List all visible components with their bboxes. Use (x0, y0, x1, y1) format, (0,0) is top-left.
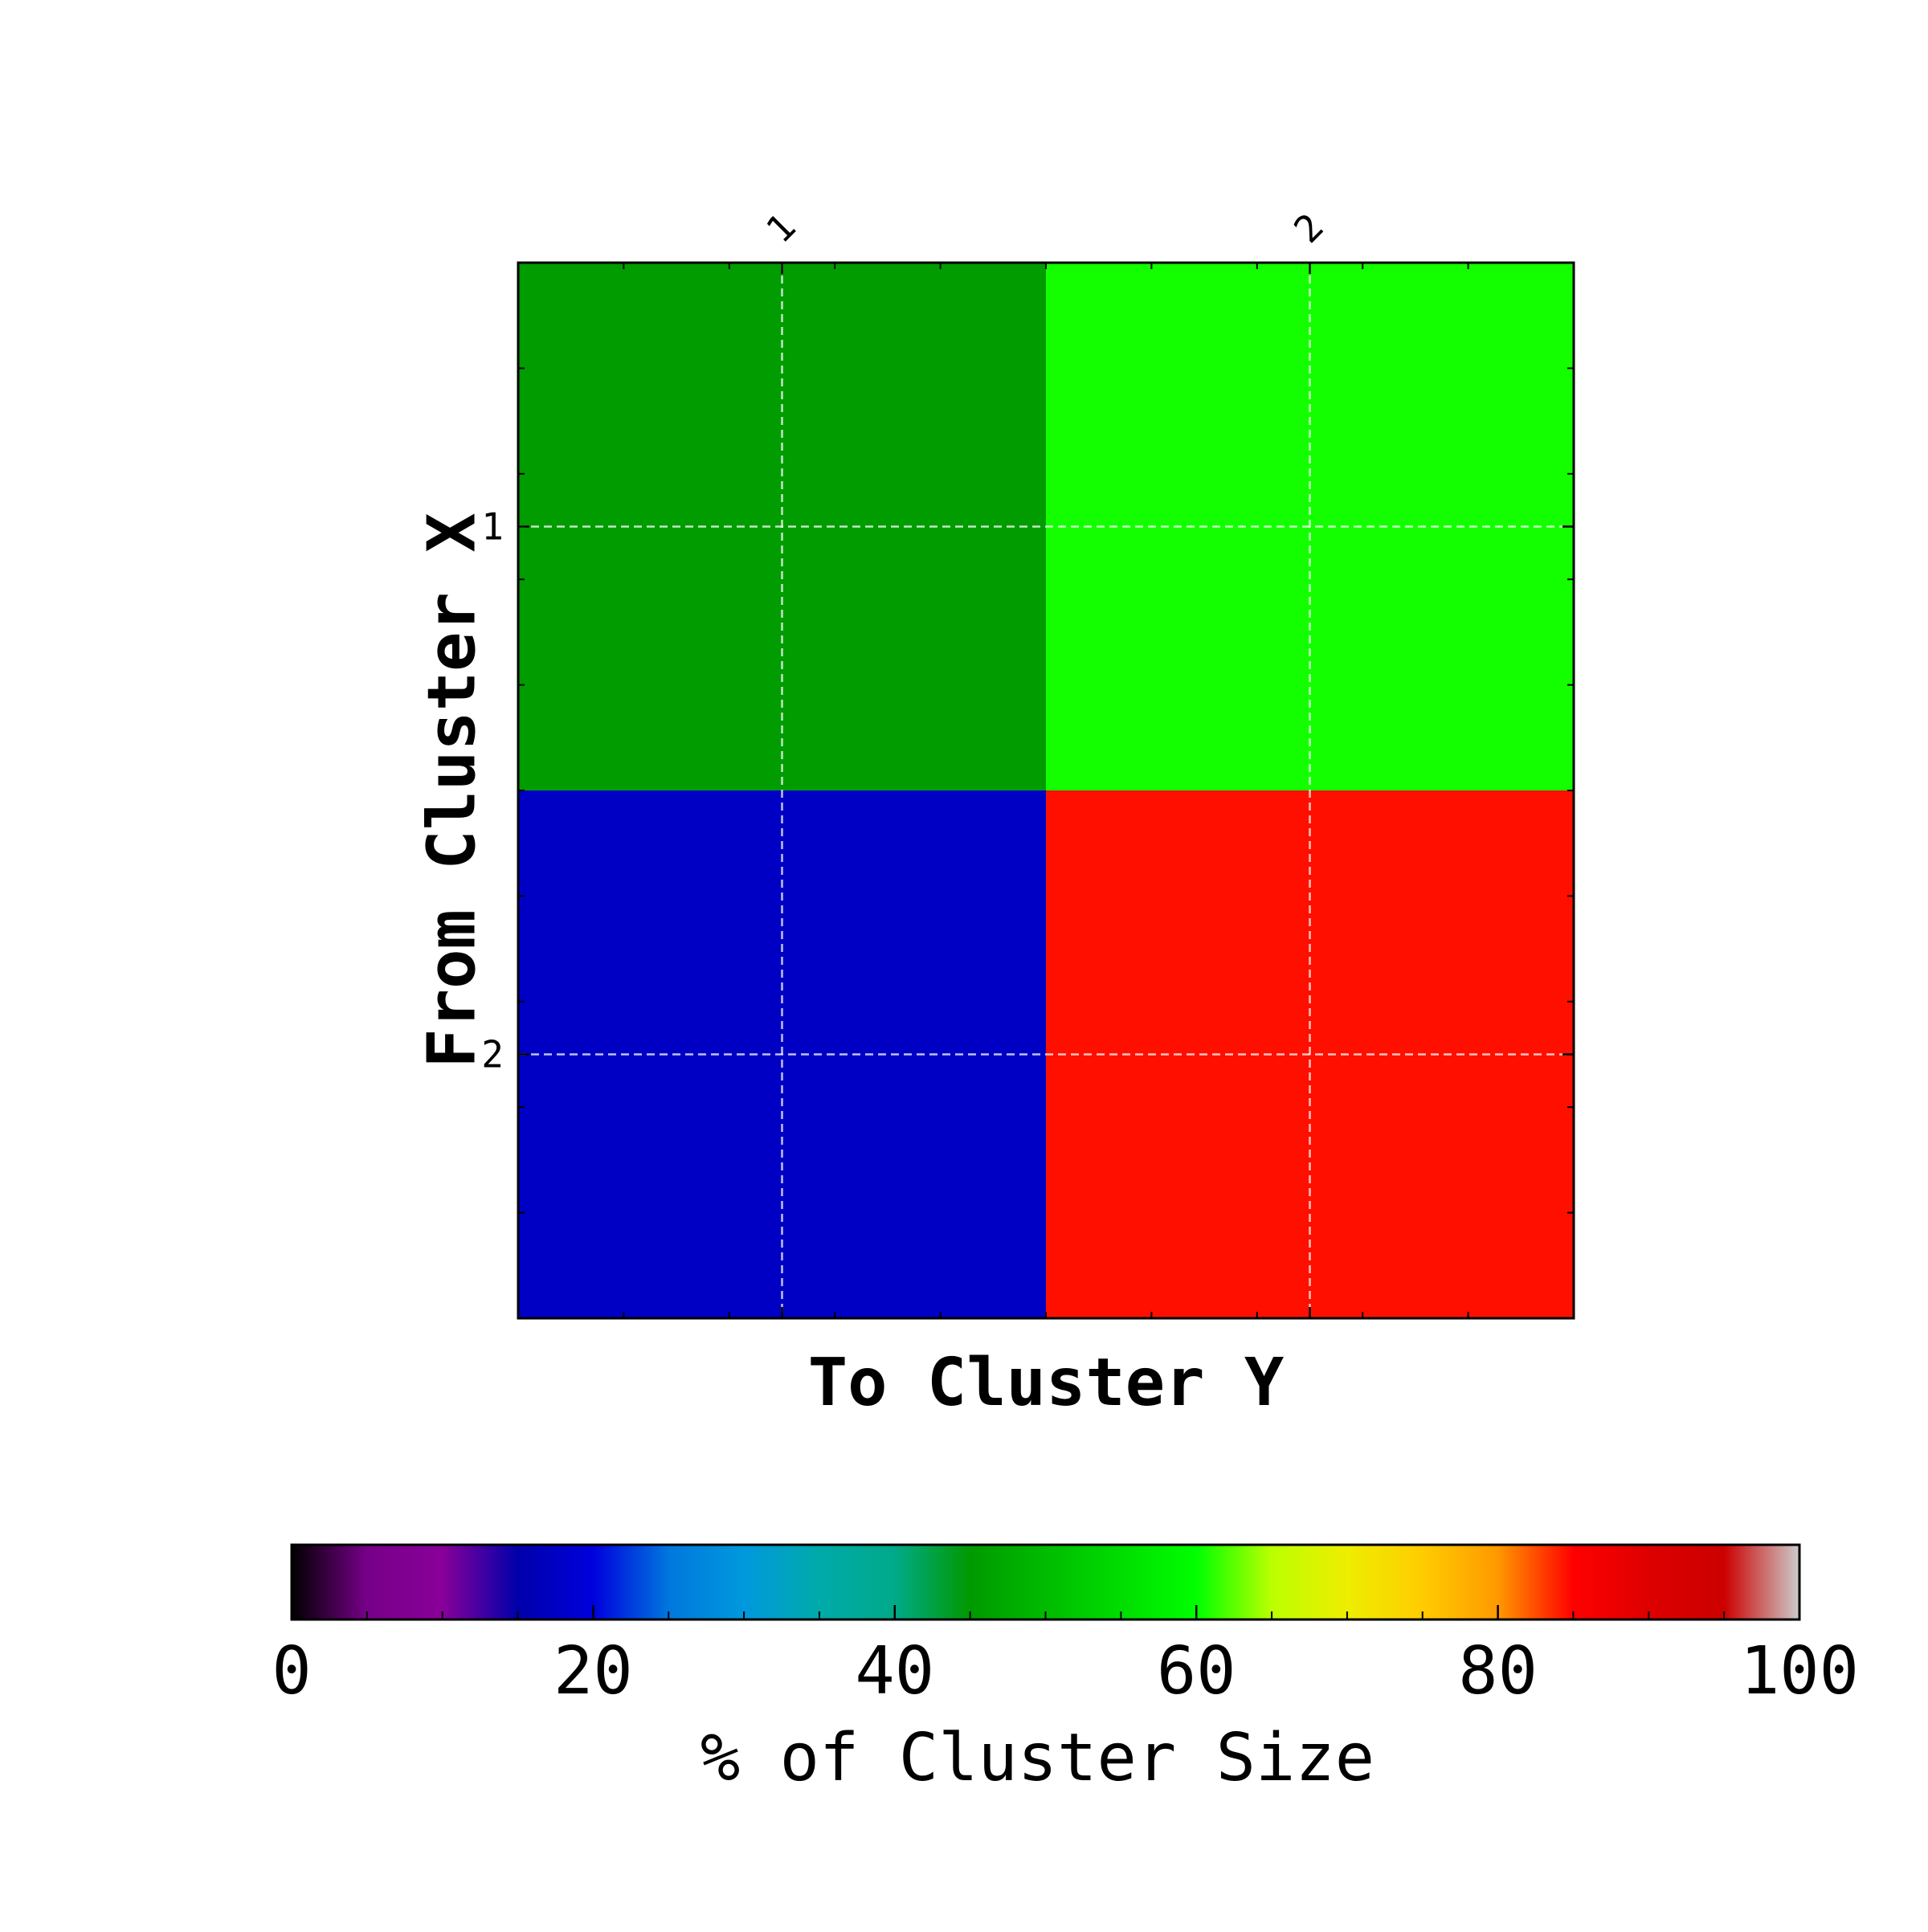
y-tick-label: 1 (481, 505, 504, 549)
colorbar-tick-label: 60 (1157, 1633, 1236, 1709)
colorbar-tick-label: 40 (855, 1633, 934, 1709)
colorbar-tick-label: 80 (1458, 1633, 1538, 1709)
x-tick-label: 1 (758, 205, 804, 251)
y-tick-label: 2 (481, 1033, 504, 1076)
y-axis-label: From Cluster X (415, 513, 491, 1068)
x-tick-label: 2 (1285, 205, 1332, 251)
plot-frame (517, 261, 1575, 1320)
colorbar-tick-label: 100 (1740, 1633, 1859, 1709)
colorbar-tick-label: 0 (272, 1633, 311, 1709)
x-axis-label: To Cluster Y (808, 1345, 1285, 1421)
colorbar-label: % of Cluster Size (701, 1720, 1375, 1796)
colorbar-tick-label: 20 (553, 1633, 633, 1709)
colorbar (290, 1543, 1801, 1621)
